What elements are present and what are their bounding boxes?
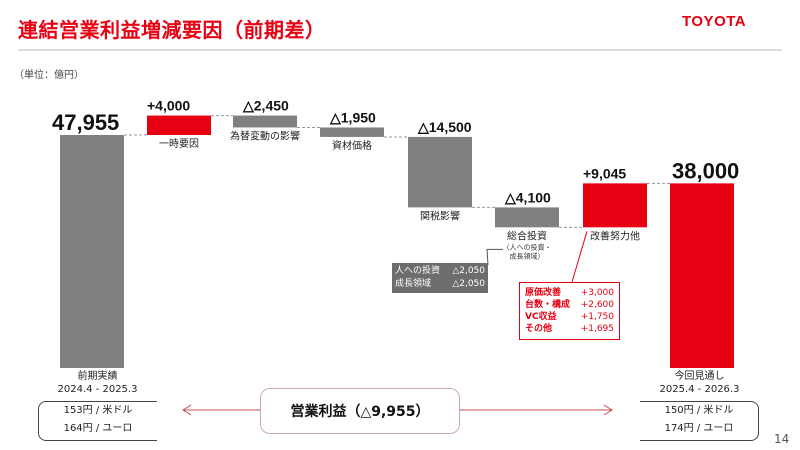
investment-row-people: 人への投資 △2,050 [395,265,485,278]
category-label: 資材価格 [332,139,372,152]
investment-name: 成長領域 [395,279,432,289]
improvement-name: VC収益 [525,312,557,322]
improvement-name: 台数・構成 [525,300,571,310]
right-period-range: 2025.4 - 2026.3 [659,384,740,395]
improvement-name: 原価改善 [525,288,562,298]
unit-label: （単位：億円） [14,70,84,81]
total-value-label: 47,955 [52,110,119,135]
right-rate-usd: 150円 / 米ドル [664,405,734,416]
step-value-label: +4,000 [147,98,190,114]
improvement-row: 原価改善 +3,000 [525,287,614,299]
investment-name: 人への投資 [395,266,441,276]
category-label: 総合投資 [507,229,547,242]
investment-value: △2,050 [452,279,485,289]
waterfall-bar [495,207,559,228]
waterfall-bar [670,183,734,368]
step-value-label: △4,100 [504,189,551,205]
page-title: 連結営業利益増減要因（前期差） [18,18,326,42]
left-period-range: 2024.4 - 2025.3 [57,384,138,395]
step-value-label: △14,500 [417,119,472,135]
investment-row-growth: 成長領域 △2,050 [395,278,485,291]
toyota-logo: TOYOTA [682,13,747,30]
category-label: 一時要因 [159,138,199,150]
improvement-breakdown-note: 原価改善 +3,000 台数・構成 +2,600 VC収益 +1,750 その他 +1,… [519,282,620,340]
investment-value: △2,050 [452,266,485,276]
improvement-callout-line [571,231,588,283]
right-rates: 150円 / 米ドル 174円 / ユーロ [640,401,759,441]
left-rates: 153円 / 米ドル 164円 / ユーロ [38,401,157,441]
improvement-row: VC収益 +1,750 [525,311,614,323]
right-period: 今回見通し 2025.4 - 2026.3 [642,370,757,396]
investment-breakdown-note: 人への投資 △2,050 成長領域 △2,050 [392,263,488,293]
page-number: 14 [774,432,790,446]
improvement-name: その他 [525,324,553,334]
right-period-label: 今回見通し [674,371,725,382]
category-sublabel: 成長領域） [510,251,545,260]
category-label: 改善努力他 [590,229,640,242]
category-sublabel: （人への投資・ [503,242,552,251]
total-value-label: 38,000 [672,158,739,183]
step-value-label: △2,450 [242,98,289,114]
category-label: 為替変動の影響 [230,129,300,142]
step-value-label: △1,950 [329,109,376,125]
improvement-value: +3,000 [580,288,614,298]
left-period-label: 前期実績 [77,371,118,382]
operating-income-change: 営業利益（△9,955） [260,388,460,434]
investment-callout-line [486,248,503,266]
left-period: 前期実績 2024.4 - 2025.3 [40,370,155,396]
waterfall-bar [233,115,297,128]
improvement-row: その他 +1,695 [525,323,614,335]
step-value-label: +9,045 [583,165,626,181]
waterfall-bar [60,135,124,368]
left-rate-usd: 153円 / 米ドル [63,405,133,416]
right-rate-eur: 174円 / ユーロ [664,423,734,434]
waterfall-bar [147,115,211,135]
improvement-row: 台数・構成 +2,600 [525,299,614,311]
waterfall-bar [320,127,384,137]
waterfall-bar [408,136,472,208]
improvement-value: +1,695 [580,324,614,334]
left-rate-eur: 164円 / ユーロ [63,423,133,434]
improvement-value: +2,600 [580,300,614,310]
category-label: 関税影響 [420,209,460,222]
waterfall-bar [583,183,647,228]
improvement-value: +1,750 [580,312,614,322]
